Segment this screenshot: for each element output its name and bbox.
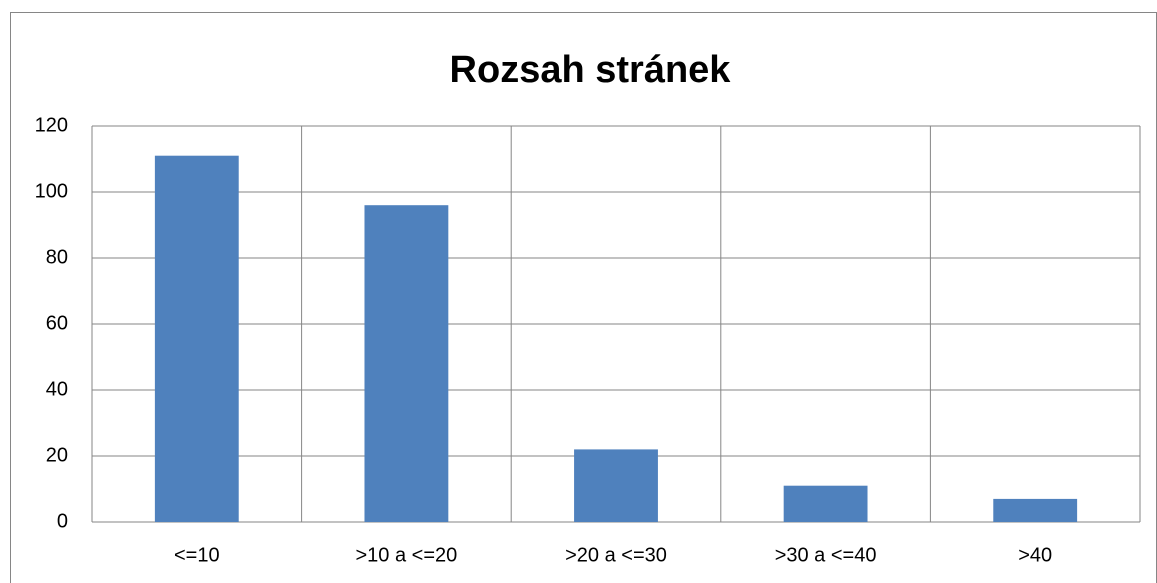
bar bbox=[783, 485, 868, 522]
y-tick-label: 100 bbox=[35, 180, 68, 202]
y-tick-label: 0 bbox=[57, 510, 68, 532]
y-tick-label: 80 bbox=[46, 246, 68, 268]
x-tick-label: >40 bbox=[1018, 544, 1052, 566]
bar bbox=[574, 449, 658, 522]
bar bbox=[154, 155, 239, 522]
x-tick-label: >10 a <=20 bbox=[356, 544, 458, 566]
x-tick-label: >30 a <=40 bbox=[775, 544, 877, 566]
x-tick-label: >20 a <=30 bbox=[565, 544, 667, 566]
y-tick-label: 120 bbox=[35, 114, 68, 136]
bar bbox=[364, 205, 449, 522]
y-tick-label: 40 bbox=[46, 378, 68, 400]
bar bbox=[993, 498, 1078, 522]
y-tick-label: 60 bbox=[46, 312, 68, 334]
y-tick-label: 20 bbox=[46, 444, 68, 466]
x-tick-label: <=10 bbox=[174, 544, 220, 566]
chart-title: Rozsah stránek bbox=[450, 49, 732, 91]
